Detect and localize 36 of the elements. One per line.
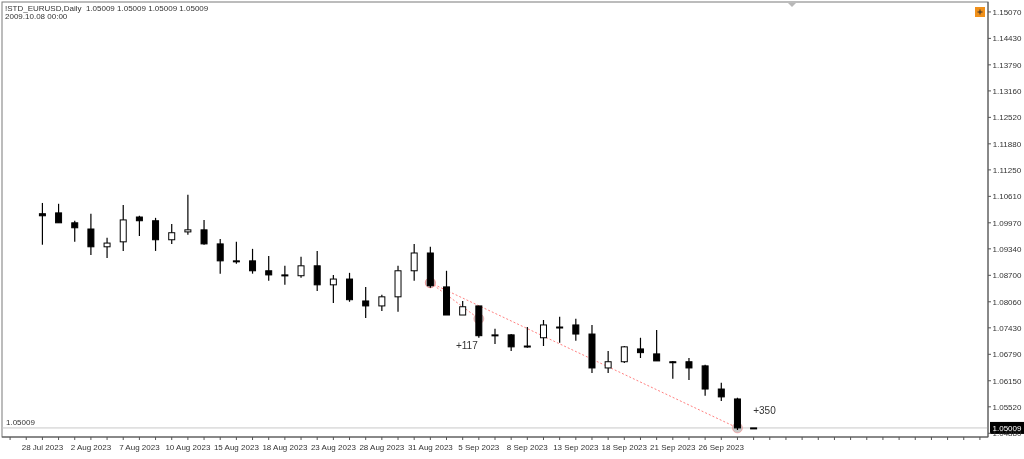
y-tick-label: 1.14430 [992, 34, 1023, 44]
chart-title: !STD_EURUSD,Daily 1.05009 1.05009 1.05009 1.05009 [5, 4, 209, 13]
x-tick-label: 23 Aug 2023 [310, 443, 357, 452]
x-tick-label: 2 Aug 2023 [70, 443, 112, 452]
y-tick-label: 1.10610 [992, 192, 1023, 202]
y-tick-label: 1.07430 [992, 323, 1023, 333]
x-tick-label: 21 Sep 2023 [650, 443, 697, 452]
y-tick-label: 1.15070 [992, 7, 1023, 17]
y-tick-label: 1.09340 [992, 244, 1023, 254]
y-tick-label: 1.08060 [992, 297, 1023, 307]
text: 2009.10.08 00:00 [5, 12, 68, 21]
y-tick-label: 1.08700 [992, 271, 1023, 281]
y-tick-label: 1.13790 [992, 60, 1023, 70]
y-tick-label: 1.13160 [992, 86, 1023, 96]
y-tick-label: 1.06150 [992, 376, 1023, 386]
x-tick-label: 18 Aug 2023 [262, 443, 308, 452]
x-tick-label: 18 Sep 2023 [601, 443, 648, 452]
ref-line-label: 1.05009 [6, 417, 36, 427]
y-tick-label: 1.11250 [992, 165, 1022, 175]
y-tick-label: 1.11880 [992, 139, 1022, 149]
annotation: +117 [455, 339, 479, 351]
x-tick-label: 31 Aug 2023 [407, 443, 454, 452]
y-tick-label: 1.12520 [992, 113, 1023, 123]
x-tick-label: 13 Sep 2023 [553, 443, 600, 452]
x-tick-label: 8 Sep 2023 [506, 443, 549, 452]
y-tick-label: 1.09970 [992, 218, 1023, 228]
x-tick-label: 5 Sep 2023 [458, 443, 500, 452]
x-tick-label: 10 Aug 2023 [165, 443, 211, 452]
x-tick-label: 28 Jul 2023 [21, 443, 64, 452]
x-tick-label: 28 Aug 2023 [359, 443, 405, 452]
x-tick-label: 26 Sep 2023 [698, 443, 745, 452]
y-tick-label: 1.05520 [992, 402, 1023, 412]
x-tick-label: 15 Aug 2023 [213, 443, 260, 452]
y-tick-label: 1.06790 [992, 350, 1023, 360]
annotation: +350 [753, 404, 777, 416]
x-tick-label: 7 Aug 2023 [119, 443, 161, 452]
